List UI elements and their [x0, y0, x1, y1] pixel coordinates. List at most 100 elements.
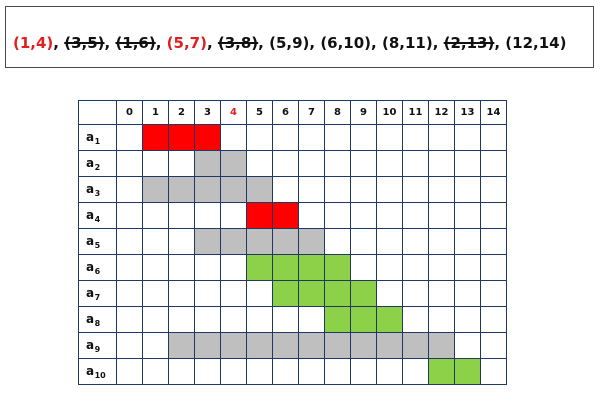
- grid-cell: [272, 124, 299, 151]
- column-header: 3: [194, 100, 221, 125]
- interval-pair: (1,6): [115, 34, 156, 52]
- grid-cell: [116, 254, 143, 281]
- grid-cell: [402, 254, 429, 281]
- grid-cell: [402, 176, 429, 203]
- activity-row: a3: [78, 176, 507, 203]
- interval-cell-red: [142, 124, 169, 151]
- grid-cell: [194, 254, 221, 281]
- interval-cell-green: [350, 306, 377, 333]
- interval-cell-gray: [272, 332, 299, 359]
- grid-cell: [402, 358, 429, 385]
- activity-row: a4: [78, 202, 507, 229]
- grid-cell: [454, 306, 481, 333]
- interval-cell-green: [272, 280, 299, 307]
- interval-cell-red: [194, 124, 221, 151]
- separator: ,: [494, 34, 506, 52]
- row-label: a4: [78, 202, 117, 229]
- sequence-box: (1,4), (3,5), (1,6), (5,7), (3,8), (5,9)…: [5, 6, 594, 68]
- grid-cell: [428, 124, 455, 151]
- row-label: a3: [78, 176, 117, 203]
- interval-pair: (8,11): [381, 34, 433, 52]
- grid-cell: [298, 124, 325, 151]
- grid-cell: [194, 306, 221, 333]
- grid-cell: [298, 358, 325, 385]
- grid-cell: [376, 150, 403, 177]
- grid-cell: [480, 332, 507, 359]
- interval-cell-gray: [324, 332, 351, 359]
- grid-cell: [298, 306, 325, 333]
- activity-row: a9: [78, 332, 507, 359]
- grid-cell: [480, 228, 507, 255]
- interval-pair: (3,8): [217, 34, 259, 52]
- grid-cell: [220, 280, 247, 307]
- column-header: 10: [376, 100, 403, 125]
- grid-cell: [428, 150, 455, 177]
- activity-row: a7: [78, 280, 507, 307]
- column-header: 8: [324, 100, 351, 125]
- row-label: a10: [78, 358, 117, 385]
- interval-cell-gray: [142, 176, 169, 203]
- interval-cell-gray: [350, 332, 377, 359]
- grid-cell: [480, 280, 507, 307]
- grid-cell: [116, 150, 143, 177]
- grid-cell: [142, 306, 169, 333]
- row-label-letter: a: [86, 259, 95, 274]
- column-header: 9: [350, 100, 377, 125]
- column-header: 2: [168, 100, 195, 125]
- grid-cell: [116, 332, 143, 359]
- grid-cell: [220, 202, 247, 229]
- grid-cell: [350, 176, 377, 203]
- row-label-subscript: 8: [94, 318, 101, 328]
- grid-cell: [168, 202, 195, 229]
- grid-cell: [116, 306, 143, 333]
- row-label-letter: a: [86, 207, 95, 222]
- grid-cell: [428, 306, 455, 333]
- row-label: a7: [78, 280, 117, 307]
- activity-row: a2: [78, 150, 507, 177]
- grid-cell: [350, 254, 377, 281]
- grid-cell: [142, 150, 169, 177]
- grid-cell: [402, 280, 429, 307]
- grid-cell: [324, 176, 351, 203]
- grid-cell: [246, 150, 273, 177]
- grid-cell: [220, 124, 247, 151]
- grid-cell: [168, 306, 195, 333]
- grid-cell: [142, 202, 169, 229]
- interval-pair: (1,4): [13, 34, 54, 52]
- grid-cell: [168, 254, 195, 281]
- interval-cell-gray: [194, 150, 221, 177]
- row-label-letter: a: [86, 181, 95, 196]
- interval-cell-gray: [168, 332, 195, 359]
- grid-cell: [298, 202, 325, 229]
- grid-cell: [376, 124, 403, 151]
- grid-cell: [376, 280, 403, 307]
- row-label-subscript: 3: [94, 188, 101, 198]
- row-label-subscript: 9: [94, 344, 101, 354]
- grid-cell: [168, 358, 195, 385]
- grid-cell: [246, 280, 273, 307]
- interval-cell-green: [324, 306, 351, 333]
- grid-cell: [480, 176, 507, 203]
- interval-cell-gray: [194, 228, 221, 255]
- grid-cell: [324, 358, 351, 385]
- column-header: 4: [220, 100, 247, 125]
- column-header: 11: [402, 100, 429, 125]
- activity-row: a1: [78, 124, 507, 151]
- grid-cell: [376, 254, 403, 281]
- column-header: 5: [246, 100, 273, 125]
- row-label-subscript: 1: [94, 136, 101, 146]
- interval-cell-gray: [220, 228, 247, 255]
- row-label-subscript: 6: [94, 266, 101, 276]
- grid-cell: [480, 150, 507, 177]
- interval-cell-gray: [246, 228, 273, 255]
- grid-cell: [272, 358, 299, 385]
- row-label-letter: a: [86, 129, 95, 144]
- interval-cell-green: [246, 254, 273, 281]
- row-label-subscript: 4: [94, 214, 101, 224]
- activity-row: a6: [78, 254, 507, 281]
- grid-cell: [350, 150, 377, 177]
- separator: ,: [104, 34, 116, 52]
- grid-cell: [428, 254, 455, 281]
- interval-cell-green: [428, 358, 455, 385]
- interval-pair: (12,14): [505, 34, 567, 52]
